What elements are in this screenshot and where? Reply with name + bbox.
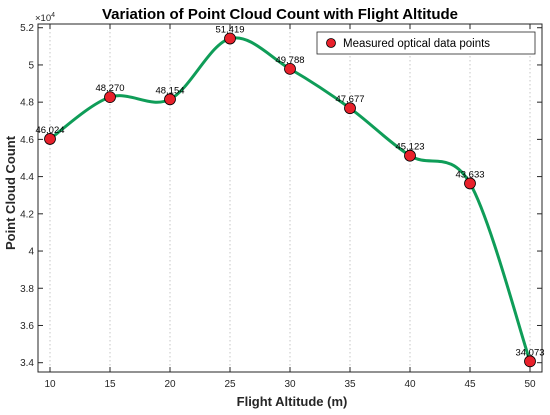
x-tick-label-1: 15 <box>104 379 116 390</box>
y-axis-exponent-power: 4 <box>51 12 55 19</box>
data-point-1 <box>104 91 116 104</box>
x-tick-label-6: 40 <box>404 379 416 390</box>
y-axis-label: Point Cloud Count <box>3 135 18 250</box>
y-tick-label-3: 4 <box>28 247 34 258</box>
data-point-0 <box>44 133 56 145</box>
legend-entry: Measured optical data points <box>343 38 490 50</box>
data-point-6 <box>404 149 416 162</box>
x-tick-label-5: 35 <box>344 379 356 390</box>
y-tick-label-1: 3.6 <box>20 321 34 332</box>
y-tick-label-5: 4.4 <box>20 172 34 183</box>
y-tick-label-0: 3.4 <box>20 358 34 369</box>
x-tick-label-0: 10 <box>44 379 56 390</box>
x-tick-label-4: 30 <box>284 379 296 390</box>
y-axis-exponent-base: ×10 <box>35 13 51 24</box>
y-tick-label-7: 4.8 <box>20 98 34 109</box>
data-label-6: 45,123 <box>395 142 424 153</box>
x-tick-label-8: 50 <box>524 379 536 390</box>
data-point-7 <box>464 177 476 190</box>
data-label-5: 47,677 <box>335 94 364 105</box>
x-axis-label: Flight Altitude (m) <box>237 394 348 409</box>
y-axis-exponent: ×104 <box>35 12 55 24</box>
plot-background <box>38 24 542 372</box>
legend-box <box>316 31 536 55</box>
plot-area: 10 15 20 25 30 35 40 45 50 3.4 3.6 3.8 4 4.2 4.4 4.6 4.8… <box>20 23 544 390</box>
data-point-8 <box>524 355 536 368</box>
y-tick-label-6: 4.6 <box>20 135 34 146</box>
data-label-1: 48,270 <box>95 83 124 94</box>
x-tick-label-2: 20 <box>164 379 176 390</box>
data-label-7: 43,633 <box>455 169 484 180</box>
data-label-8: 34,073 <box>515 347 544 358</box>
y-tick-label-4: 4.2 <box>20 209 34 220</box>
x-tick-label-3: 25 <box>224 379 236 390</box>
x-tick-label-7: 45 <box>464 379 476 390</box>
data-label-2: 48,154 <box>155 85 184 96</box>
data-label-4: 49,788 <box>275 55 304 66</box>
legend-marker <box>326 38 336 48</box>
y-tick-label-8: 5 <box>28 60 34 71</box>
chart-title: Variation of Point Cloud Count with Flig… <box>102 6 458 23</box>
y-tick-label-9: 5.2 <box>20 23 34 34</box>
data-point-3 <box>224 32 236 45</box>
data-label-0: 46,024 <box>35 125 64 136</box>
data-point-5 <box>344 102 356 115</box>
legend: Measured optical data points <box>316 31 536 55</box>
y-tick-label-2: 3.8 <box>20 284 34 295</box>
data-point-2 <box>164 93 176 106</box>
data-point-4 <box>284 62 296 75</box>
data-label-3: 51,419 <box>215 25 244 36</box>
